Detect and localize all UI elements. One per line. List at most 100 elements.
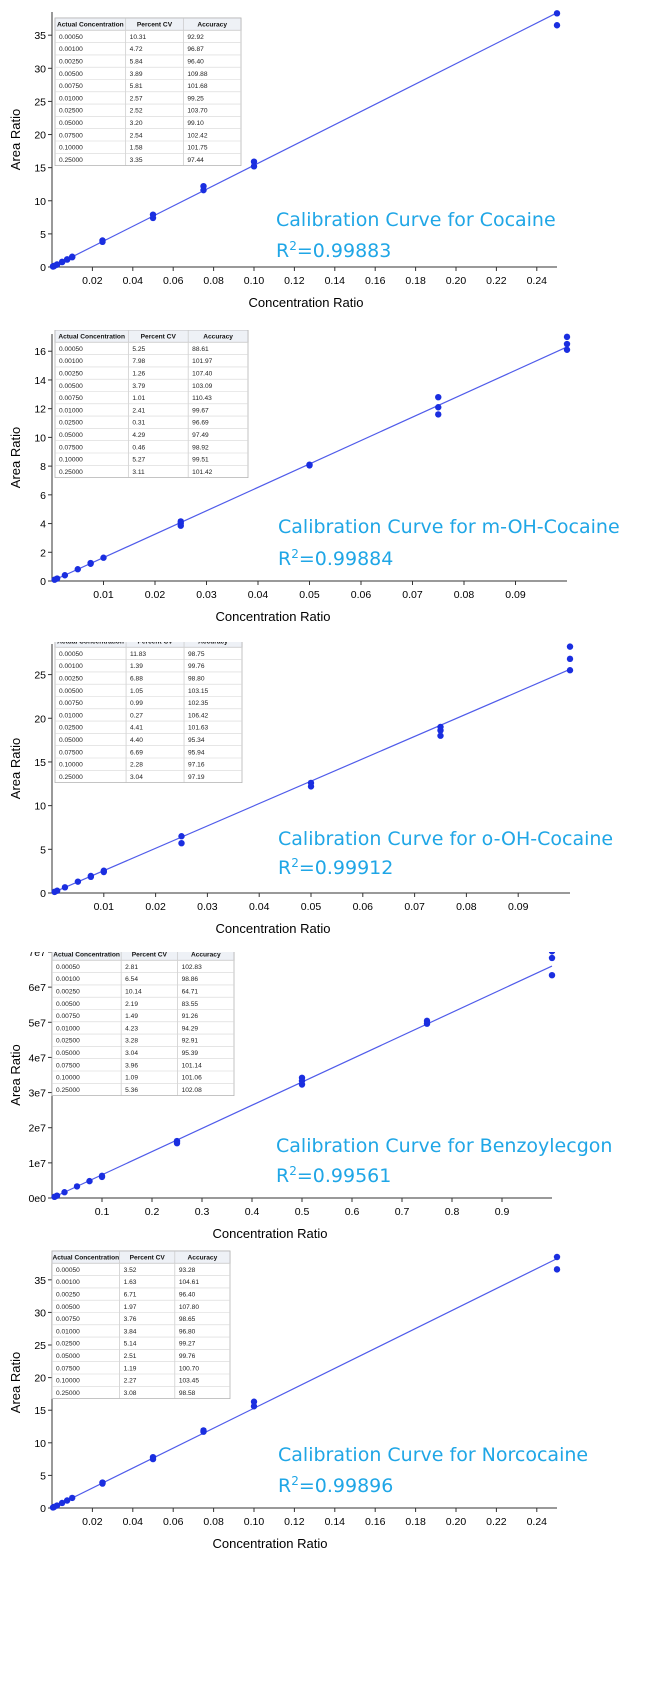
data-point — [435, 393, 442, 401]
x-tick-label: 0.03 — [197, 901, 218, 913]
data-point — [87, 559, 94, 567]
data-point — [250, 1403, 258, 1410]
data-point — [178, 833, 185, 840]
x-tick-label: 0.05 — [299, 589, 320, 601]
table-cell: 0.00250 — [59, 676, 83, 683]
table-header: Accuracy — [198, 642, 228, 646]
table-cell: 4.23 — [125, 1025, 138, 1032]
table-cell: 83.55 — [182, 1001, 199, 1008]
table-cell: 0.00100 — [56, 976, 80, 983]
table-cell: 0.00100 — [59, 663, 83, 670]
x-tick-label: 0.12 — [284, 275, 305, 287]
data-point — [563, 333, 571, 341]
table-cell: 5.27 — [132, 457, 145, 464]
table-cell: 4.29 — [132, 432, 145, 439]
table-cell: 96.40 — [187, 59, 204, 66]
data-point — [53, 887, 61, 894]
table-cell: 88.61 — [192, 346, 209, 353]
table-cell: 97.44 — [187, 157, 204, 164]
x-tick-label: 0.10 — [244, 1516, 265, 1528]
data-point — [53, 261, 61, 268]
x-axis-label: Concentration Ratio — [216, 921, 331, 936]
y-tick-label: 35 — [34, 30, 46, 42]
table-cell: 102.42 — [187, 132, 208, 139]
table-cell: 98.75 — [188, 651, 205, 658]
table-cell: 10.14 — [125, 989, 142, 996]
table-cell: 2.28 — [130, 762, 143, 769]
table-cell: 5.81 — [130, 83, 143, 90]
table-cell: 96.69 — [192, 420, 209, 427]
table-cell: 99.76 — [188, 663, 205, 670]
table-cell: 0.10000 — [56, 1075, 80, 1082]
table-cell: 98.92 — [192, 444, 209, 451]
table-cell: 0.00500 — [56, 1304, 80, 1311]
table-cell: 2.81 — [125, 964, 138, 971]
table-cell: 0.00250 — [56, 1292, 80, 1299]
y-axis-label: Area Ratio — [8, 1044, 23, 1105]
table-cell: 0.25000 — [56, 1390, 80, 1397]
table-cell: 0.07500 — [56, 1062, 80, 1069]
table-cell: 5.25 — [132, 346, 145, 353]
y-tick-label: 4 — [40, 519, 46, 531]
y-tick-label: 10 — [34, 196, 46, 208]
r-squared-value: R2=0.99561 — [276, 1164, 391, 1187]
table-cell: 3.08 — [124, 1390, 137, 1397]
table-cell: 0.00500 — [59, 71, 83, 78]
x-tick-label: 0.10 — [244, 275, 265, 287]
x-tick-label: 0.09 — [505, 589, 526, 601]
table-cell: 0.02500 — [56, 1341, 80, 1348]
table-cell: 99.51 — [192, 457, 209, 464]
x-tick-label: 0.6 — [345, 1206, 360, 1218]
table-cell: 0.02500 — [59, 725, 83, 732]
table-cell: 99.76 — [179, 1353, 196, 1360]
table-cell: 0.00750 — [56, 1316, 80, 1323]
table-cell: 10.31 — [130, 34, 147, 41]
table-cell: 0.01000 — [56, 1328, 80, 1335]
y-tick-label: 7e7 — [28, 952, 46, 959]
data-point — [99, 1480, 106, 1487]
data-point — [566, 667, 574, 674]
r-squared-value: R2=0.99896 — [278, 1474, 393, 1497]
table-cell: 103.09 — [192, 383, 213, 390]
data-point — [63, 1497, 71, 1504]
y-tick-label: 20 — [34, 1373, 46, 1385]
x-tick-label: 0.18 — [405, 275, 426, 287]
chart-svg: 0 5 10 15 20 25 0.01 0.02 0.03 0.04 0.05 0.06 0.07 0.… — [8, 642, 613, 936]
x-tick-label: 0.7 — [395, 1206, 410, 1218]
table-cell: 2.57 — [130, 95, 143, 102]
x-axis-label: Concentration Ratio — [216, 609, 331, 624]
table-cell: 6.88 — [130, 676, 143, 683]
table-cell: 2.41 — [132, 407, 145, 414]
table-cell: 98.65 — [179, 1316, 196, 1323]
table-cell: 101.63 — [188, 725, 209, 732]
table-cell: 97.19 — [188, 774, 205, 781]
table-cell: 1.26 — [132, 371, 145, 378]
y-tick-label: 8 — [40, 461, 46, 473]
y-axis-label: Area Ratio — [8, 427, 23, 488]
table-cell: 0.07500 — [59, 132, 83, 139]
x-tick-label: 0.3 — [195, 1206, 210, 1218]
data-point — [298, 1081, 306, 1088]
table-cell: 1.09 — [125, 1075, 138, 1082]
table-cell: 101.75 — [187, 145, 208, 152]
calibration-chart-5: 0 5 10 15 20 25 30 35 0.02 0.04 0.06 0.08 0.10 0.12 0.… — [0, 1245, 648, 1695]
data-point — [99, 238, 106, 246]
x-tick-label: 0.04 — [123, 275, 144, 287]
x-tick-label: 0.02 — [82, 1516, 103, 1528]
table-cell: 0.00100 — [59, 358, 83, 365]
y-axis-label: Area Ratio — [8, 1352, 23, 1413]
y-tick-label: 25 — [34, 670, 46, 682]
table-header: Accuracy — [203, 334, 233, 341]
table-cell: 95.39 — [182, 1050, 199, 1057]
data-point — [61, 572, 69, 579]
table-cell: 0.00250 — [59, 371, 83, 378]
y-tick-label: 25 — [34, 1340, 46, 1352]
table-cell: 3.96 — [125, 1062, 138, 1069]
table-cell: 0.05000 — [56, 1353, 80, 1360]
table-cell: 1.58 — [130, 145, 143, 152]
table-cell: 2.51 — [124, 1353, 137, 1360]
table-cell: 98.58 — [179, 1390, 196, 1397]
data-point — [435, 404, 442, 411]
calibration-chart-3: 0 5 10 15 20 25 0.01 0.02 0.03 0.04 0.05 0.06 0.07 0.… — [0, 642, 648, 952]
x-tick-label: 0.5 — [295, 1206, 310, 1218]
